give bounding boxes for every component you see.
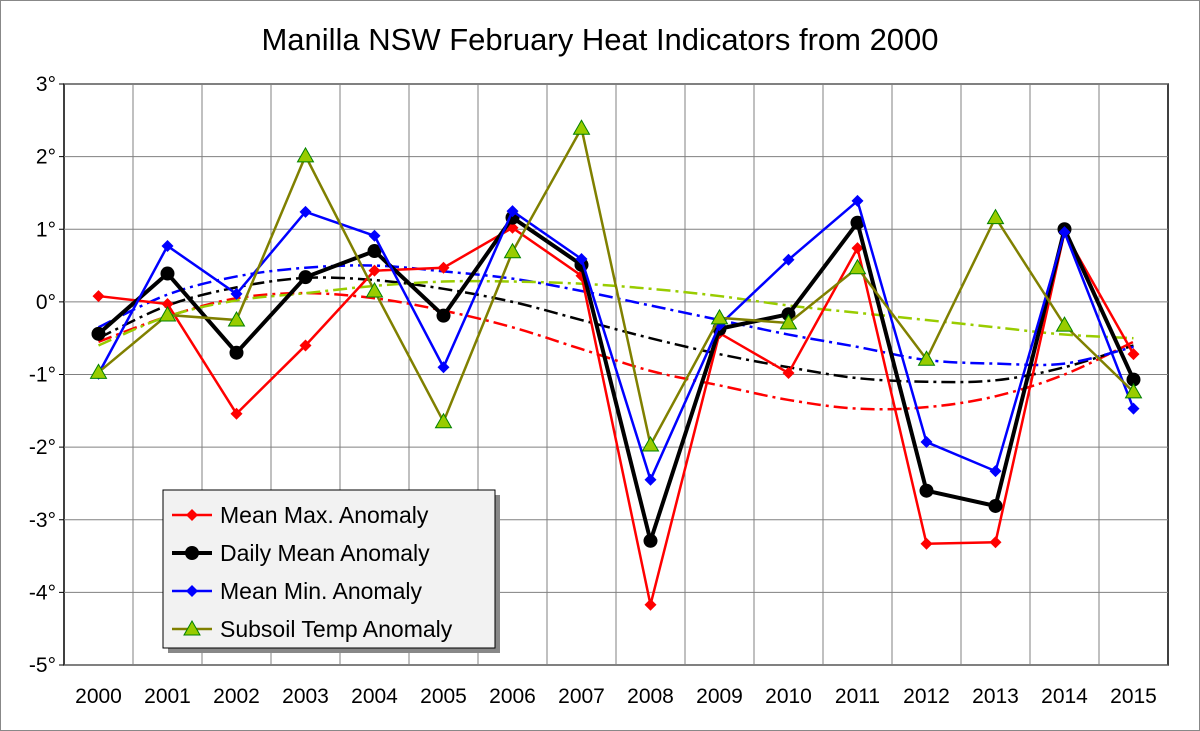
data-point — [229, 345, 244, 360]
x-tick-label: 2008 — [627, 685, 674, 708]
y-tick-label: -5° — [29, 654, 56, 677]
x-tick-label: 2005 — [420, 685, 467, 708]
data-point — [782, 367, 795, 380]
legend-marker — [183, 619, 201, 636]
data-point — [644, 598, 657, 611]
data-point — [643, 533, 658, 548]
series-line — [97, 124, 1135, 449]
data-point — [437, 361, 450, 374]
data-point — [368, 264, 381, 277]
data-point — [989, 536, 1002, 549]
data-point — [1127, 348, 1140, 361]
data-point — [848, 258, 867, 275]
y-tick-label: -3° — [29, 509, 56, 532]
data-point — [367, 244, 382, 259]
data-point — [1124, 382, 1143, 399]
data-point — [91, 326, 106, 341]
data-point — [296, 146, 315, 163]
x-tick-label: 2007 — [558, 685, 605, 708]
data-point — [850, 215, 865, 230]
data-point — [1126, 372, 1141, 387]
data-point — [572, 119, 591, 135]
y-tick-label: 3° — [36, 73, 56, 96]
data-point — [437, 261, 450, 274]
x-tick-label: 2009 — [696, 685, 743, 708]
x-tick-label: 2000 — [75, 685, 122, 708]
data-point — [227, 311, 246, 327]
data-point — [1055, 316, 1074, 332]
data-point — [644, 473, 657, 486]
series-line — [97, 198, 1135, 484]
data-point — [851, 242, 864, 255]
data-point — [575, 253, 588, 266]
legend-label: Subsoil Temp Anomaly — [220, 616, 453, 642]
data-point — [161, 239, 174, 252]
data-point — [365, 281, 384, 298]
data-point — [503, 242, 522, 259]
x-tick-label: 2006 — [489, 685, 536, 708]
data-point — [919, 483, 934, 498]
data-point — [298, 270, 313, 285]
data-point — [782, 253, 795, 266]
data-point — [1127, 402, 1140, 415]
x-tick-label: 2002 — [213, 685, 260, 708]
data-point — [988, 498, 1003, 513]
y-tick-label: 2° — [36, 146, 56, 169]
trend-line-1 — [97, 276, 1134, 384]
trend-line-0 — [98, 291, 1135, 411]
data-point — [92, 290, 105, 303]
legend-box — [162, 489, 496, 649]
y-tick-label: 1° — [36, 218, 56, 241]
legend-label: Mean Max. Anomaly — [220, 502, 429, 528]
data-point — [89, 363, 108, 379]
data-point — [436, 308, 451, 323]
y-tick-label: -2° — [29, 436, 56, 459]
data-point — [1058, 226, 1071, 239]
x-tick-label: 2001 — [144, 685, 191, 708]
x-tick-label: 2011 — [835, 685, 880, 708]
x-tick-label: 2014 — [1041, 685, 1088, 708]
legend-label: Mean Min. Anomaly — [220, 578, 422, 604]
data-point — [920, 537, 933, 550]
data-point — [158, 305, 177, 322]
y-tick-label: 0° — [36, 291, 56, 314]
data-point — [368, 229, 381, 242]
data-point — [230, 287, 243, 300]
series-3 — [89, 119, 1143, 452]
legend-marker — [186, 509, 198, 521]
data-point — [641, 435, 660, 452]
data-point — [434, 412, 453, 429]
chart-title: Manilla NSW February Heat Indicators fro… — [261, 22, 939, 57]
data-point — [299, 205, 312, 218]
x-tick-label: 2003 — [282, 685, 329, 708]
data-point — [989, 465, 1002, 478]
x-tick-label: 2004 — [351, 685, 398, 708]
legend: Mean Max. Anomaly Daily Mean Anomaly Mean … — [162, 489, 500, 653]
legend-label: Daily Mean Anomaly — [220, 540, 430, 566]
data-point — [986, 208, 1005, 225]
y-tick-label: -1° — [29, 364, 56, 387]
data-point — [710, 308, 729, 325]
data-point — [851, 194, 864, 207]
data-point — [917, 350, 936, 366]
y-tick-label: -4° — [29, 581, 56, 604]
trend-line-2 — [97, 264, 1134, 367]
data-point — [506, 205, 519, 218]
data-point — [920, 436, 933, 449]
data-point — [160, 266, 175, 281]
x-tick-label: 2015 — [1110, 685, 1157, 708]
legend-marker — [185, 546, 199, 560]
x-tick-label: 2013 — [972, 685, 1019, 708]
x-tick-label: 2012 — [903, 685, 950, 708]
series-line — [98, 226, 1135, 606]
legend-marker — [186, 585, 198, 597]
series-line — [97, 214, 1136, 549]
data-point — [779, 313, 798, 330]
data-point — [299, 339, 312, 352]
data-point — [230, 407, 243, 420]
data-point — [161, 298, 174, 311]
x-tick-label: 2010 — [765, 685, 812, 708]
